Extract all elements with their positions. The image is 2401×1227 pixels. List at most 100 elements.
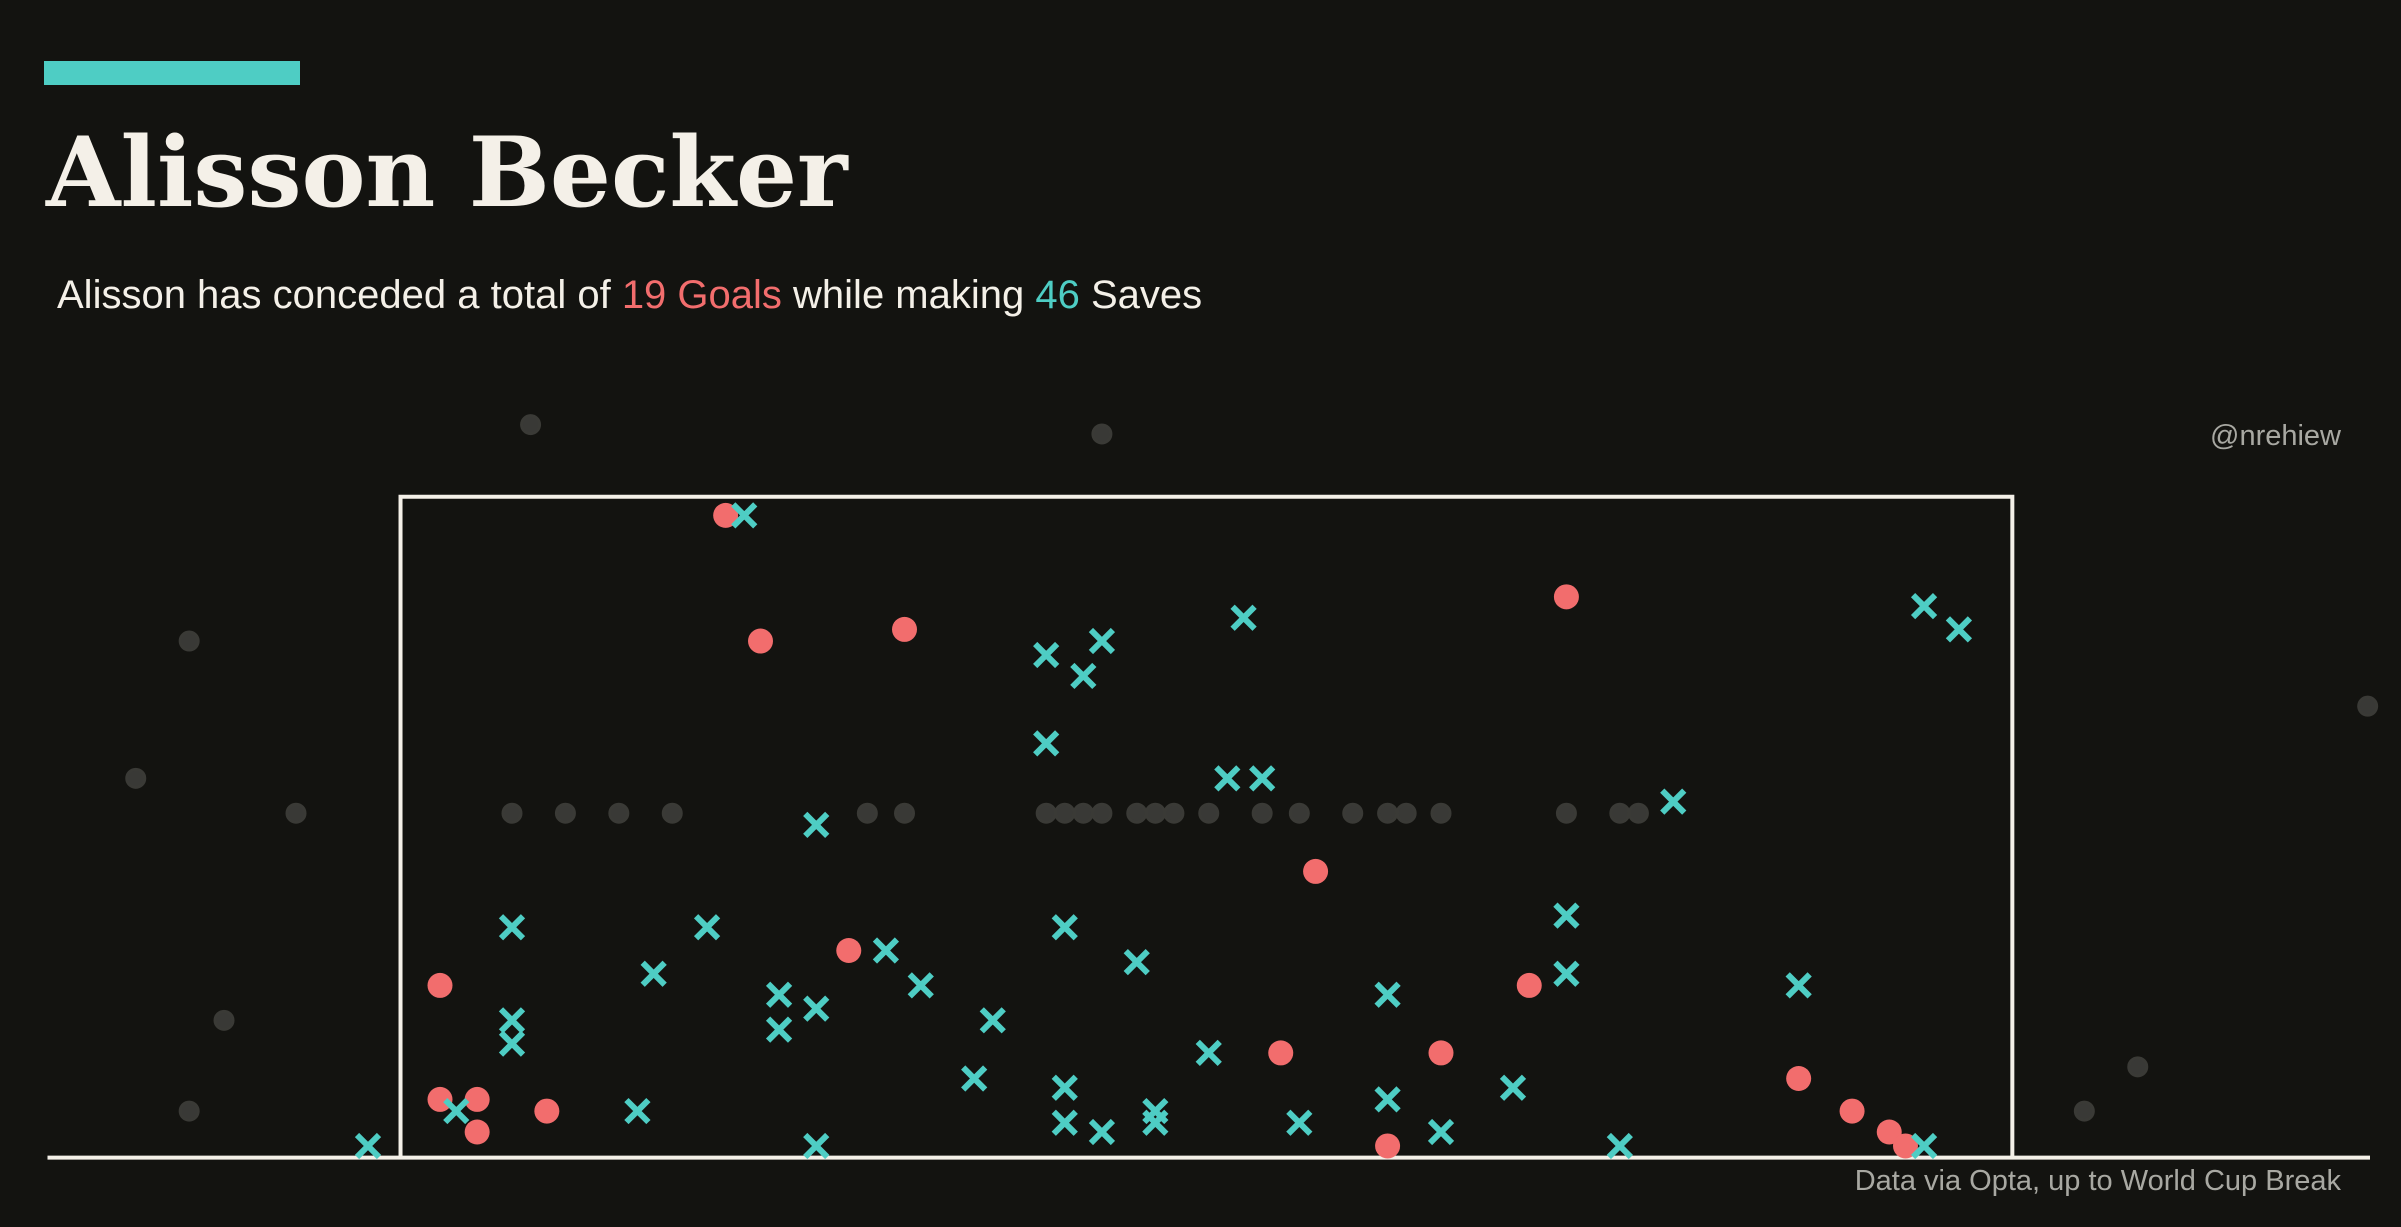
subtitle: Alisson has conceded a total of 19 Goals… bbox=[57, 273, 1202, 317]
goal-marker bbox=[464, 1119, 490, 1145]
save-marker bbox=[640, 960, 667, 987]
save-marker bbox=[1142, 1109, 1169, 1136]
shot-marker bbox=[178, 630, 200, 652]
shot-marker bbox=[1144, 802, 1166, 824]
shot-marker bbox=[1126, 802, 1148, 824]
goal-marker bbox=[427, 1086, 453, 1112]
save-marker bbox=[1033, 641, 1060, 669]
save-marker bbox=[765, 981, 793, 1008]
goal-marker bbox=[1893, 1133, 1918, 1159]
credit: @nrehiew bbox=[2210, 420, 2342, 452]
save-marker bbox=[1910, 1132, 1938, 1160]
save-marker bbox=[1088, 627, 1116, 655]
shot-marker bbox=[1251, 802, 1273, 824]
shot-marker bbox=[1342, 802, 1364, 824]
shot-marker bbox=[285, 802, 307, 824]
shot-marker bbox=[1163, 802, 1185, 824]
chart-title: Alisson Becker bbox=[45, 116, 849, 229]
shot-marker bbox=[1091, 802, 1113, 824]
shot-marker bbox=[501, 802, 523, 824]
goal-marker bbox=[892, 616, 918, 642]
shot-marker bbox=[178, 1100, 200, 1122]
save-marker bbox=[1785, 972, 1812, 999]
save-marker bbox=[498, 914, 526, 941]
save-marker bbox=[1553, 902, 1580, 929]
goal-marker bbox=[1268, 1040, 1294, 1066]
save-marker bbox=[1123, 949, 1150, 976]
save-marker bbox=[1499, 1074, 1527, 1101]
goal-marker bbox=[1303, 858, 1329, 884]
shot-marker bbox=[1054, 802, 1076, 824]
shot-marker bbox=[1091, 423, 1113, 445]
save-marker bbox=[1910, 593, 1938, 620]
goal-marker bbox=[1516, 972, 1542, 998]
shot-marker bbox=[1609, 802, 1631, 824]
goal-marker bbox=[1839, 1098, 1865, 1124]
subtitle-part: 46 bbox=[1035, 273, 1080, 317]
shot-marker bbox=[125, 767, 147, 789]
save-marker bbox=[961, 1065, 988, 1092]
goal-marker bbox=[464, 1086, 490, 1112]
save-marker bbox=[765, 1016, 793, 1043]
save-marker bbox=[1427, 1118, 1455, 1146]
shot-marker bbox=[894, 802, 916, 824]
shot-marker bbox=[1430, 802, 1452, 824]
save-marker bbox=[1374, 981, 1401, 1008]
shot-marker bbox=[1198, 802, 1220, 824]
save-marker bbox=[1051, 1109, 1078, 1136]
shot-marker bbox=[554, 802, 576, 824]
save-marker bbox=[624, 1097, 651, 1125]
save-marker bbox=[1660, 788, 1687, 815]
shot-marker bbox=[1035, 802, 1057, 824]
shot-marker bbox=[608, 802, 630, 824]
goal-marker bbox=[713, 502, 739, 528]
save-marker bbox=[1945, 616, 1973, 643]
save-marker bbox=[1553, 960, 1580, 987]
shot-marker bbox=[856, 802, 878, 824]
save-marker bbox=[803, 1132, 830, 1160]
shot-marker bbox=[2073, 1100, 2095, 1122]
source-note: Data via Opta, up to World Cup Break bbox=[1855, 1165, 2342, 1197]
save-marker bbox=[979, 1007, 1006, 1034]
shot-marker bbox=[1377, 802, 1399, 824]
shot-marker bbox=[1288, 802, 1310, 824]
save-marker bbox=[872, 937, 900, 964]
save-marker bbox=[1286, 1109, 1313, 1136]
save-marker bbox=[1051, 914, 1078, 941]
goal-marker bbox=[1553, 584, 1579, 610]
save-marker bbox=[1088, 1118, 1116, 1146]
shot-marker bbox=[661, 802, 683, 824]
subtitle-part: 19 Goals bbox=[622, 273, 782, 317]
shot-marker bbox=[1555, 802, 1577, 824]
save-marker bbox=[731, 502, 758, 529]
shot-marker bbox=[520, 414, 542, 436]
shot-marker bbox=[2127, 1056, 2149, 1078]
goal-marker bbox=[1375, 1133, 1401, 1159]
shot-marker bbox=[1072, 802, 1094, 824]
goal-marker bbox=[1786, 1065, 1812, 1091]
goal-marker bbox=[1428, 1040, 1454, 1066]
save-marker bbox=[443, 1097, 470, 1125]
save-marker bbox=[803, 995, 830, 1022]
subtitle-part: Alisson has conceded a total of bbox=[57, 273, 622, 317]
accent-bar bbox=[44, 61, 300, 85]
shot-marker bbox=[2357, 695, 2379, 717]
shot-marker bbox=[1395, 802, 1417, 824]
goal-frame bbox=[398, 494, 2015, 1158]
save-marker bbox=[498, 1030, 526, 1057]
subtitle-part: Saves bbox=[1080, 273, 1202, 317]
goal-marker bbox=[534, 1098, 560, 1124]
save-marker bbox=[1230, 604, 1257, 631]
save-marker bbox=[1214, 765, 1241, 792]
goal-marker bbox=[427, 972, 453, 998]
save-marker bbox=[1195, 1039, 1222, 1067]
save-marker bbox=[1606, 1132, 1633, 1160]
save-marker bbox=[1070, 662, 1097, 690]
goal-marker bbox=[1876, 1119, 1902, 1145]
save-marker bbox=[907, 972, 934, 999]
shot-marker bbox=[1627, 802, 1649, 824]
save-marker bbox=[1374, 1086, 1401, 1113]
save-marker bbox=[1033, 730, 1060, 757]
subtitle-part: while making bbox=[782, 273, 1035, 317]
